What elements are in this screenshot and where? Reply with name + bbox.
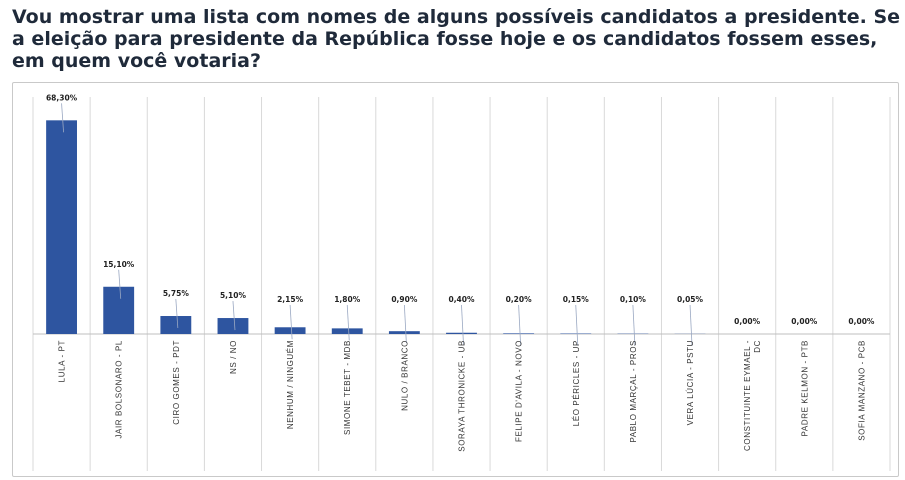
data-label: 15,10% bbox=[103, 260, 135, 269]
category-label: NULO / BRANCO bbox=[400, 340, 409, 411]
data-label: 0,05% bbox=[677, 295, 704, 304]
bar bbox=[331, 328, 363, 334]
category-label: SOFIA MANZANO - PCB bbox=[857, 340, 866, 441]
label-leader bbox=[575, 304, 579, 346]
label-leader bbox=[632, 304, 636, 346]
chart-area: 68,30% LULA - PT 15,10% JAIR BOLSONARO - PL… bbox=[12, 82, 899, 477]
bar bbox=[274, 327, 306, 334]
data-label: 68,30% bbox=[46, 93, 78, 102]
data-label: 2,15% bbox=[277, 295, 304, 304]
label-leader bbox=[689, 304, 693, 346]
bar bbox=[217, 318, 249, 334]
category-label: DC bbox=[753, 340, 762, 353]
label-leader bbox=[346, 304, 350, 341]
category-label: NS / NO bbox=[229, 340, 238, 374]
chart-title: Vou mostrar uma lista com nomes de algun… bbox=[12, 6, 901, 72]
bar bbox=[503, 333, 535, 334]
bar bbox=[446, 332, 477, 334]
category-label: SIMONE TEBET - MDB bbox=[343, 340, 352, 435]
label-leader bbox=[61, 103, 64, 133]
bar bbox=[103, 286, 135, 334]
category-label: VERA LÚCIA - PSTU bbox=[686, 340, 695, 425]
data-label: 0,10% bbox=[620, 295, 647, 304]
data-label: 0,40% bbox=[448, 295, 475, 304]
category-label: JAIR BOLSONARO - PL bbox=[115, 340, 124, 439]
label-leader bbox=[118, 269, 122, 299]
data-label: 0,20% bbox=[506, 295, 533, 304]
label-leader bbox=[518, 304, 522, 346]
data-label: 0,15% bbox=[563, 295, 590, 304]
label-leader bbox=[461, 304, 464, 345]
data-label: 5,10% bbox=[220, 291, 247, 300]
data-label: 0,00% bbox=[734, 317, 761, 326]
data-label: 0,00% bbox=[791, 317, 818, 326]
category-label: LÉO PÉRICLES - UP bbox=[572, 340, 581, 426]
data-label: 0,90% bbox=[391, 295, 418, 304]
label-leader bbox=[289, 304, 293, 340]
category-label: FELIPE D'AVILA - NOVO bbox=[515, 340, 524, 442]
bar bbox=[388, 331, 420, 334]
bar bbox=[46, 120, 77, 334]
data-label: 5,75% bbox=[163, 289, 190, 298]
label-leader bbox=[175, 298, 179, 329]
category-label: PADRE KELMON - PTB bbox=[800, 340, 809, 436]
category-label: PABLO MARÇAL - PROS bbox=[629, 340, 638, 443]
bar-chart: 68,30% LULA - PT 15,10% JAIR BOLSONARO - PL… bbox=[32, 93, 891, 471]
data-label: 0,00% bbox=[848, 317, 875, 326]
label-leader bbox=[403, 304, 407, 344]
data-label: 1,80% bbox=[334, 295, 361, 304]
category-label: NENHUM / NINGUÉM bbox=[286, 340, 295, 429]
category-label: CIRO GOMES - PDT bbox=[172, 340, 181, 425]
category-label: CONSTITUINTE EYMAEL - bbox=[743, 340, 752, 451]
label-leader bbox=[232, 301, 236, 331]
category-label: LULA - PT bbox=[58, 340, 67, 382]
category-label: SORAYA THRONICKE - UB bbox=[458, 340, 467, 452]
bar bbox=[160, 316, 192, 334]
